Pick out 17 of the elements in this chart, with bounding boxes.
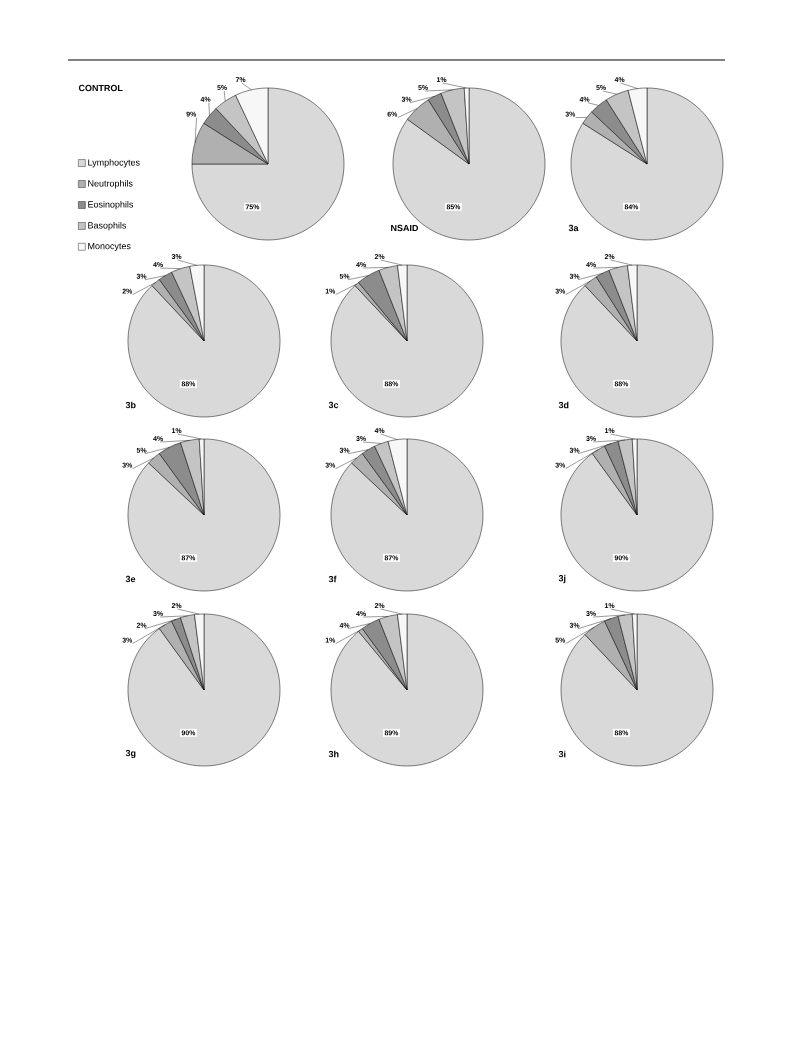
text: 3i — [558, 750, 566, 758]
text: 3e — [125, 575, 136, 583]
text: 3d — [558, 401, 569, 409]
legend-label: Lymphocytes — [88, 159, 140, 168]
text: 3b — [125, 401, 136, 409]
text: 3h — [328, 750, 339, 758]
legend-label: Monocytes — [88, 242, 131, 251]
text: 3c — [328, 401, 339, 409]
text: NSAID — [391, 224, 419, 232]
text: 3a — [568, 224, 579, 232]
text: 3g — [125, 749, 136, 759]
text: CONTROL — [78, 84, 123, 92]
text: 3f — [328, 575, 337, 583]
legend-label: Basophils — [88, 221, 127, 231]
text: 3j — [558, 574, 566, 584]
legend-label: Eosinophils — [88, 201, 134, 210]
legend-label: Neutrophils — [88, 180, 133, 189]
